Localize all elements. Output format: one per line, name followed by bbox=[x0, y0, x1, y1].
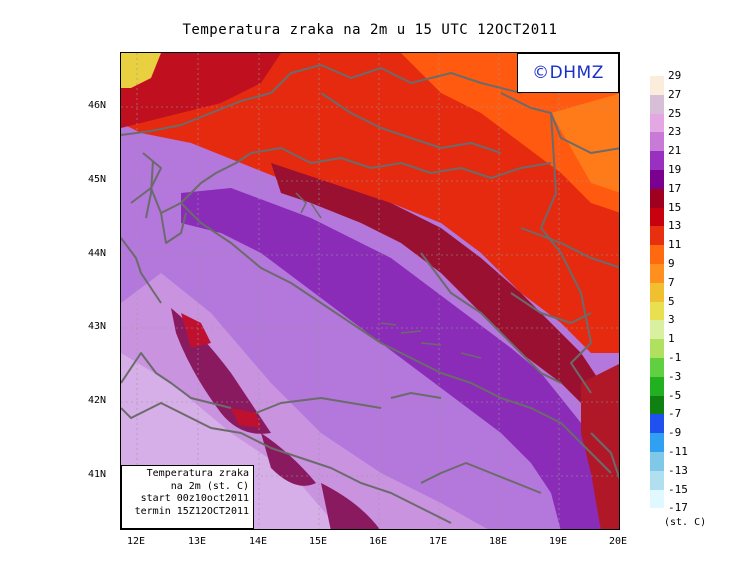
dhmz-logo: ©DHMZ bbox=[517, 53, 619, 93]
lat-label: 41N bbox=[88, 469, 107, 480]
legend-swatch bbox=[650, 132, 664, 152]
legend-swatch bbox=[650, 395, 664, 415]
map-title: Temperatura zraka na 2m u 15 UTC 12OCT20… bbox=[182, 22, 558, 38]
legend-swatch bbox=[650, 358, 664, 377]
legend-label: -13 bbox=[668, 463, 688, 477]
legend-label: 27 bbox=[668, 87, 682, 101]
lon-label: 16E bbox=[368, 536, 388, 547]
legend-label: 5 bbox=[668, 294, 675, 308]
italy-warm-spot bbox=[181, 313, 211, 348]
legend-label: 21 bbox=[668, 144, 682, 158]
legend-label: -17 bbox=[668, 501, 688, 515]
legend-swatch bbox=[650, 452, 664, 471]
legend-swatch bbox=[650, 282, 664, 302]
italy-warm-spot-2 bbox=[231, 408, 261, 428]
legend-label: -7 bbox=[668, 407, 682, 421]
legend-label: 9 bbox=[668, 257, 675, 270]
info-box: Temperatura zraka na 2m (st. C) start 00… bbox=[121, 465, 254, 529]
legend-unit: (st. C) bbox=[664, 517, 707, 528]
legend-swatch bbox=[650, 207, 664, 227]
legend-label: 13 bbox=[668, 219, 682, 233]
temperature-map bbox=[120, 52, 620, 530]
calabria-ridge bbox=[321, 483, 380, 529]
lat-label: 43N bbox=[88, 321, 107, 332]
lon-label: 15E bbox=[308, 536, 328, 547]
info-line-termin: termin 15Z12OCT2011 bbox=[134, 505, 249, 517]
legend-swatch bbox=[650, 339, 664, 359]
islands bbox=[295, 192, 482, 359]
legend-swatch bbox=[650, 226, 664, 246]
map-grid bbox=[121, 53, 619, 529]
legend-label: 11 bbox=[668, 238, 682, 252]
coastlines bbox=[121, 64, 619, 524]
east-hot-patch bbox=[551, 93, 619, 193]
legend-swatch bbox=[650, 301, 664, 321]
legend-swatch bbox=[650, 170, 664, 189]
temperature-field bbox=[121, 53, 619, 529]
lon-label: 14E bbox=[248, 536, 268, 547]
lon-label: 12E bbox=[126, 536, 146, 547]
legend-label: 25 bbox=[668, 106, 682, 120]
legend-label: -11 bbox=[668, 445, 688, 458]
legend-label: 29 bbox=[668, 69, 682, 82]
legend-label: -1 bbox=[668, 351, 682, 364]
lon-label: 19E bbox=[548, 536, 568, 547]
info-line-variable: Temperatura zraka bbox=[146, 468, 249, 479]
legend-swatch bbox=[650, 188, 664, 208]
alps-cool-land bbox=[121, 53, 281, 128]
legend-swatch bbox=[650, 489, 664, 509]
legend-swatch bbox=[650, 470, 664, 490]
legend-label: -3 bbox=[668, 369, 682, 383]
lat-label: 45N bbox=[88, 174, 107, 185]
legend-label: -9 bbox=[668, 426, 682, 440]
legend-label: 1 bbox=[668, 332, 675, 346]
legend-label: 3 bbox=[668, 313, 675, 327]
legend-swatch bbox=[650, 414, 664, 434]
legend-label: -5 bbox=[668, 388, 682, 402]
legend-label: 19 bbox=[668, 163, 682, 176]
legend-label: 15 bbox=[668, 200, 682, 214]
albania-warm bbox=[581, 364, 619, 529]
legend-swatch bbox=[650, 264, 664, 283]
legend-swatch bbox=[650, 113, 664, 133]
lat-label: 46N bbox=[88, 100, 107, 111]
legend-label: 7 bbox=[668, 275, 675, 289]
balkan-warm-land bbox=[121, 53, 619, 353]
apennine-south bbox=[261, 433, 316, 486]
legend-swatch bbox=[650, 508, 664, 528]
legend-swatch bbox=[650, 376, 664, 396]
alps-peak bbox=[121, 53, 161, 88]
legend-label: 17 bbox=[668, 181, 682, 195]
lat-label: 42N bbox=[88, 395, 107, 406]
legend-swatch bbox=[650, 94, 664, 114]
info-line-start: start 00z10oct2011 bbox=[140, 493, 249, 504]
lon-label: 20E bbox=[608, 536, 628, 547]
lon-label: 18E bbox=[488, 536, 508, 547]
legend-label: 23 bbox=[668, 125, 682, 139]
lon-label: 13E bbox=[187, 536, 207, 547]
legend-swatch bbox=[650, 76, 664, 95]
legend-swatch bbox=[650, 245, 664, 265]
info-line-level: na 2m (st. C) bbox=[170, 480, 249, 492]
legend-label: -15 bbox=[668, 482, 688, 496]
legend-swatch bbox=[650, 151, 664, 171]
legend-swatch bbox=[650, 320, 664, 340]
lon-label: 17E bbox=[428, 536, 448, 547]
legend-swatch bbox=[650, 433, 664, 453]
coastal-strip bbox=[181, 188, 619, 529]
lat-label: 44N bbox=[88, 248, 107, 259]
